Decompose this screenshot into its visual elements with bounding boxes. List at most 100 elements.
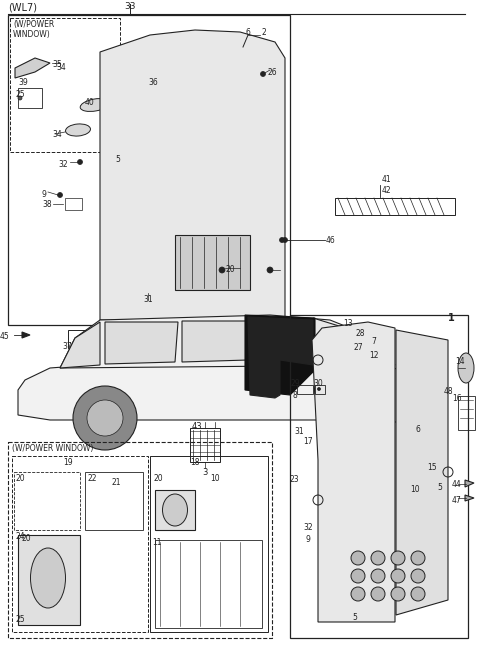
Circle shape [219, 267, 225, 273]
Ellipse shape [411, 569, 425, 583]
Polygon shape [175, 235, 250, 290]
Text: 45: 45 [0, 332, 10, 341]
Text: 21: 21 [112, 478, 121, 487]
Ellipse shape [80, 99, 110, 111]
Bar [68, 330, 108, 348]
Circle shape [58, 193, 62, 197]
Bar [190, 428, 220, 462]
Text: 19: 19 [63, 458, 73, 467]
Text: 35: 35 [52, 60, 62, 69]
Text: WINDOW): WINDOW) [13, 30, 51, 39]
Polygon shape [396, 330, 448, 615]
Text: 40: 40 [85, 98, 95, 107]
Polygon shape [245, 315, 315, 395]
Text: 8: 8 [293, 390, 298, 399]
Ellipse shape [31, 548, 65, 608]
Circle shape [77, 159, 83, 164]
Ellipse shape [391, 587, 405, 601]
Bar [8, 15, 290, 325]
Text: 26: 26 [268, 68, 277, 77]
Text: 25: 25 [15, 90, 24, 99]
Text: 29: 29 [290, 378, 300, 388]
Text: 30: 30 [313, 378, 323, 388]
Ellipse shape [144, 80, 166, 89]
Text: 20: 20 [15, 474, 24, 483]
Text: 10: 10 [210, 474, 220, 483]
Polygon shape [252, 320, 310, 360]
Text: 2: 2 [262, 28, 267, 37]
Text: 11: 11 [152, 538, 161, 547]
Text: 31: 31 [143, 295, 153, 304]
Ellipse shape [351, 551, 365, 565]
Polygon shape [15, 58, 50, 78]
Text: 37: 37 [62, 342, 72, 351]
Text: 39: 39 [18, 78, 28, 87]
Polygon shape [182, 321, 248, 362]
Ellipse shape [391, 551, 405, 565]
Text: 47: 47 [452, 496, 462, 505]
Text: 6: 6 [416, 426, 420, 434]
Polygon shape [313, 318, 393, 368]
Bar [297, 385, 313, 394]
Text: 5: 5 [438, 484, 443, 492]
Text: 9: 9 [42, 190, 47, 199]
Polygon shape [18, 362, 430, 422]
Circle shape [326, 386, 390, 450]
Bar [8, 442, 272, 638]
Text: 41: 41 [382, 175, 392, 184]
Polygon shape [100, 30, 285, 320]
Polygon shape [60, 315, 395, 368]
Ellipse shape [351, 587, 365, 601]
Circle shape [279, 238, 285, 243]
Text: 9: 9 [306, 536, 311, 545]
Bar [155, 540, 262, 628]
Circle shape [73, 386, 137, 450]
Text: 16: 16 [452, 394, 462, 403]
Bar [14, 472, 80, 530]
Text: 5: 5 [115, 155, 120, 164]
Circle shape [87, 400, 123, 436]
Text: 14: 14 [455, 357, 465, 366]
Circle shape [283, 238, 288, 243]
Text: 1: 1 [448, 313, 455, 323]
Text: 4: 4 [300, 338, 304, 347]
Polygon shape [22, 332, 30, 338]
Text: 6: 6 [246, 28, 251, 37]
Text: 43: 43 [192, 422, 203, 431]
Ellipse shape [391, 569, 405, 583]
Text: 31: 31 [294, 428, 304, 436]
Bar [65, 198, 82, 210]
Circle shape [18, 96, 22, 100]
Text: 33: 33 [124, 2, 136, 11]
Text: 15: 15 [427, 463, 437, 472]
Text: 34: 34 [56, 63, 66, 72]
Circle shape [340, 400, 376, 436]
Bar [150, 456, 268, 632]
Text: 18: 18 [190, 458, 200, 467]
Bar [18, 88, 42, 108]
Text: 17: 17 [303, 438, 313, 447]
Text: 46: 46 [326, 236, 336, 245]
Circle shape [267, 267, 273, 273]
Polygon shape [465, 480, 474, 487]
Text: (W/POWER WINDOW): (W/POWER WINDOW) [12, 444, 94, 453]
Bar [315, 385, 325, 394]
Text: 22: 22 [88, 474, 97, 483]
Text: 38: 38 [42, 200, 52, 209]
Bar [458, 396, 475, 430]
Ellipse shape [163, 494, 188, 526]
Ellipse shape [66, 124, 90, 136]
Text: (WL7): (WL7) [8, 2, 37, 12]
Text: 32: 32 [58, 160, 68, 169]
Circle shape [317, 388, 321, 390]
Text: 25: 25 [15, 615, 24, 624]
Text: 42: 42 [382, 186, 392, 195]
Polygon shape [465, 495, 474, 501]
Bar [85, 472, 143, 530]
Text: 23: 23 [289, 476, 299, 484]
Text: 28: 28 [355, 328, 365, 338]
Text: 36: 36 [148, 78, 158, 87]
Ellipse shape [351, 569, 365, 583]
Ellipse shape [371, 551, 385, 565]
Bar [10, 18, 120, 152]
